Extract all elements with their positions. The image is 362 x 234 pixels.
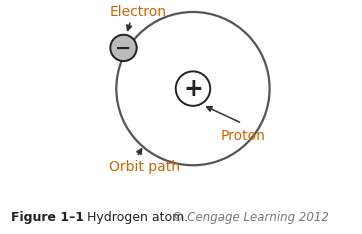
- Text: © Cengage Learning 2012: © Cengage Learning 2012: [168, 211, 329, 224]
- Text: +: +: [183, 77, 203, 101]
- Text: −: −: [115, 38, 132, 57]
- Text: Proton: Proton: [221, 129, 266, 143]
- Text: Orbit path: Orbit path: [109, 161, 180, 175]
- Circle shape: [176, 71, 210, 106]
- Text: Electron: Electron: [109, 5, 166, 19]
- Circle shape: [110, 35, 137, 61]
- Text: Figure 1–1: Figure 1–1: [11, 211, 84, 224]
- Text: Hydrogen atom.: Hydrogen atom.: [71, 211, 188, 224]
